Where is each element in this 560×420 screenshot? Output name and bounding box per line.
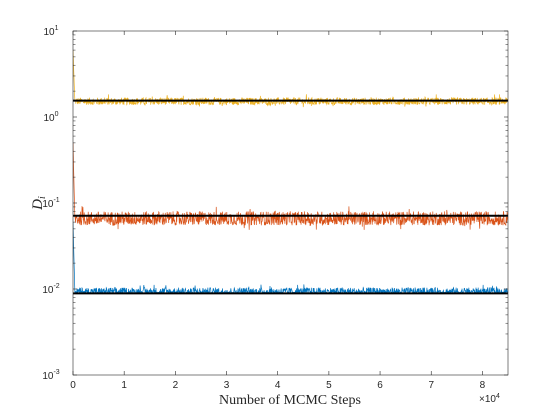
y-tick-label: 100 — [43, 111, 58, 124]
y-axis-ticks: 10-3 10-2 10-1 100 101 — [42, 25, 508, 382]
y-tick-label: 10-1 — [42, 197, 59, 210]
series-trace — [73, 222, 508, 295]
y-axis-label: Di — [30, 196, 48, 211]
x-tick-label: 2 — [173, 380, 179, 391]
x-tick-label: 5 — [326, 380, 332, 391]
x-tick-label: 4 — [275, 380, 281, 391]
reference-lines-layer — [73, 99, 508, 295]
y-tick-label: 101 — [43, 25, 58, 38]
series-trace — [73, 142, 508, 230]
x-tick-label: 6 — [377, 380, 383, 391]
x-axis-multiplier: ×104 — [479, 393, 500, 405]
x-tick-label: 8 — [480, 380, 486, 391]
x-tick-label: 1 — [121, 380, 127, 391]
x-tick-label: 0 — [70, 380, 76, 391]
y-tick-label: 10-3 — [42, 369, 59, 382]
x-tick-label: 3 — [224, 380, 230, 391]
plot-area — [73, 50, 508, 295]
x-tick-label: 7 — [428, 380, 434, 391]
x-axis-label: Number of MCMC Steps — [219, 393, 361, 408]
x-axis-ticks: 0 1 2 3 4 5 6 7 8 — [70, 31, 486, 391]
y-tick-label: 10-2 — [42, 283, 59, 296]
